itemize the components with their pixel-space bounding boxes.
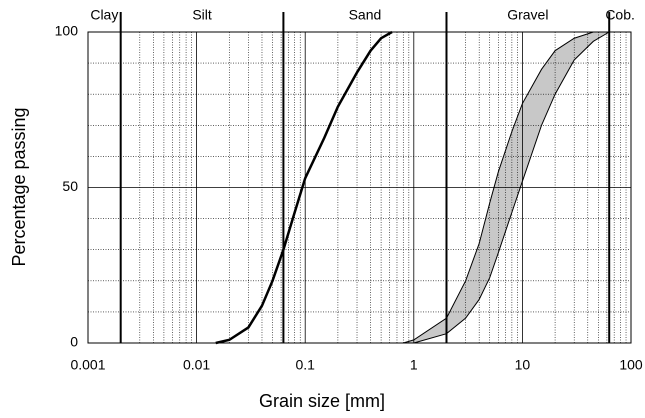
x-tick-label: 1 [410, 357, 418, 373]
zone-label: Silt [192, 7, 212, 23]
grading-curve [403, 31, 594, 344]
grading-curve [413, 31, 610, 344]
x-tick-label: 0.001 [70, 357, 105, 373]
zone-label: Sand [349, 7, 382, 23]
zone-label: Clay [90, 7, 118, 23]
x-tick-label: 0.01 [183, 357, 210, 373]
x-axis-label: Grain size [mm] [259, 391, 385, 411]
y-tick-label: 0 [70, 334, 78, 350]
y-tick-label: 50 [62, 178, 78, 194]
zone-label: Cob. [605, 7, 635, 23]
x-tick-label: 0.1 [295, 357, 315, 373]
zone-label: Gravel [507, 7, 548, 23]
x-tick-label: 10 [515, 357, 531, 373]
y-tick-label: 100 [55, 23, 79, 39]
plot-frame [87, 31, 632, 344]
grading-curve [215, 30, 393, 345]
x-tick-label: 100 [619, 357, 643, 373]
y-axis-label: Percentage passing [9, 107, 29, 266]
